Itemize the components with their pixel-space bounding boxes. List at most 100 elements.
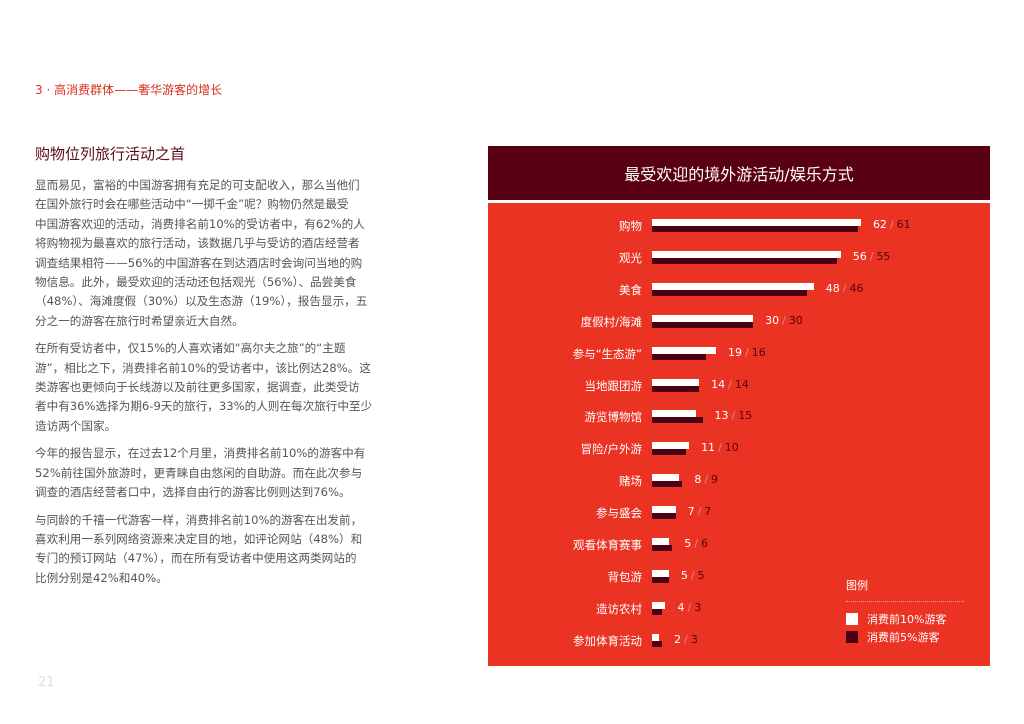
value-series-2: 16 — [751, 345, 766, 359]
value-series-2: 55 — [876, 249, 891, 263]
value-separator: / — [889, 218, 894, 231]
bar-series-1 — [652, 282, 814, 290]
value-series-2: 30 — [788, 313, 803, 327]
category-label: 游览博物馆 — [584, 410, 643, 425]
legend-label: 消费前10%游客 — [867, 613, 947, 626]
category-label: 造访农村 — [596, 601, 642, 616]
bar-series-1 — [652, 314, 754, 322]
value-series-1: 19 — [728, 345, 743, 359]
value-label: 30/30 — [765, 314, 803, 327]
bar-series-2 — [652, 513, 676, 520]
value-series-2: 5 — [697, 568, 705, 582]
value-series-2: 15 — [738, 409, 753, 423]
value-separator: / — [690, 568, 695, 582]
bar-series-2 — [652, 640, 663, 647]
value-series-2: 46 — [849, 281, 864, 295]
bar-row: 背包游 5/5 — [488, 567, 990, 587]
legend-title: 图例 — [846, 579, 868, 592]
value-series-1: 5 — [684, 537, 692, 550]
value-series-1: 5 — [680, 568, 688, 582]
bar-row: 美食 48/46 — [488, 280, 990, 300]
value-separator: / — [782, 313, 786, 327]
value-label: 7/7 — [688, 505, 712, 518]
bar-series-2 — [652, 226, 858, 232]
text-line: 在国外旅行时会在哪些活动中“一掷千金”呢？购物仍然是最受 — [35, 197, 349, 212]
category-label: 观光 — [619, 250, 642, 265]
value-series-1: 48 — [825, 281, 840, 295]
text-line: 游”，相比之下，消费排名前10%的受访者中，该比例达28%。这 — [35, 360, 371, 375]
bar-row: 造访农村 4/3 — [488, 599, 990, 619]
text-line: 显而易见，富裕的中国游客拥有充足的可支配收入，那么当他们 — [35, 178, 360, 192]
bar-series-1 — [652, 538, 669, 545]
bar-series-1 — [652, 378, 700, 386]
section-title: 3 · 高消费群体——奢华游客的增长 — [35, 83, 223, 97]
value-separator: / — [731, 409, 736, 423]
bar-row: 参加体育活动 2/3 — [488, 631, 990, 651]
bar-series-2 — [652, 449, 686, 456]
value-series-1: 13 — [714, 409, 729, 423]
value-series-1: 11 — [701, 441, 716, 455]
value-separator: / — [869, 249, 874, 263]
text-line: 在所有受访者中，仅15%的人喜欢诸如“高尔夫之旅”的“主题 — [35, 341, 346, 356]
bar-chart: 图例 消费前10%游客 消费前5%游客 购物 62/61 观光 56/55 美食 4… — [488, 203, 990, 666]
value-separator: / — [745, 345, 749, 359]
value-separator: / — [842, 281, 847, 295]
value-label: 13/15 — [715, 409, 753, 422]
bar-series-1 — [652, 506, 676, 514]
bar-row: 度假村/海滩 30/30 — [488, 312, 990, 332]
value-label: 19/16 — [728, 346, 766, 359]
value-label: 56/55 — [853, 250, 891, 263]
value-series-1: 30 — [765, 313, 780, 327]
paragraph: 今年的报告显示，在过去12个月里，消费排名前10%的游客中有 52%前往国外旅游时… — [35, 444, 435, 502]
text-line: 比例分别是42%和40%。 — [35, 570, 168, 585]
bar-row: 参与“生态游” 19/16 — [488, 344, 990, 364]
value-series-1: 7 — [687, 505, 695, 519]
category-label: 参加体育活动 — [573, 633, 642, 648]
legend-divider — [846, 601, 964, 602]
value-label: 11/10 — [701, 441, 739, 454]
value-series-2: 7 — [704, 505, 712, 519]
text-line: 调查结果相符——56%的中国游客在到达酒店时会询问当地的购 — [35, 255, 363, 270]
value-series-2: 14 — [734, 377, 749, 391]
value-label: 62/61 — [873, 218, 911, 231]
bar-series-2 — [652, 321, 754, 328]
text-line: 与同龄的千禧一代游客一样，消费排名前10%的游客在出发前， — [35, 512, 363, 527]
paragraph: 显而易见，富裕的中国游客拥有充足的可支配收入，那么当他们 在国外旅行时会在哪些活动… — [35, 176, 435, 331]
bar-row: 冒险/户外游 11/10 — [488, 439, 990, 459]
bar-series-2 — [652, 257, 838, 264]
value-series-2: 3 — [694, 600, 702, 614]
bar-row: 观光 56/55 — [488, 248, 990, 268]
category-label: 背包游 — [607, 569, 643, 584]
legend-item: 消费前5%游客 — [846, 628, 964, 646]
value-series-2: 9 — [711, 473, 719, 487]
value-label: 14/14 — [711, 378, 749, 391]
text-line: 者中有36%选择为期6-9天的旅行，33%的人则在每次旅行中至少 — [35, 399, 373, 414]
bar-series-2 — [652, 417, 703, 424]
category-label: 当地跟团游 — [584, 378, 643, 393]
value-separator: / — [694, 537, 698, 550]
value-separator: / — [704, 473, 709, 487]
chart-title: 最受欢迎的境外游活动/娱乐方式 — [488, 146, 990, 200]
value-label: 48/46 — [826, 282, 864, 295]
text-line: 将购物视为最喜欢的旅行活动，该数据几乎与受访的酒店经营者 — [35, 236, 360, 251]
value-series-2: 10 — [724, 441, 739, 455]
article-heading: 购物位列旅行活动之首 — [35, 145, 186, 163]
text-line: 喜欢利用一系列网络资源来决定目的地，如评论网站（48%）和 — [35, 531, 363, 546]
legend: 图例 消费前10%游客 消费前5%游客 — [846, 577, 964, 646]
bar-series-2 — [652, 385, 700, 392]
text-line: （48%）、海滩度假（30%）以及生态游（19%），报告显示，五 — [35, 294, 368, 309]
text-line: 中国游客欢迎的活动，消费排名前10%的受访者中，有62%的人 — [35, 216, 365, 231]
bar-series-1 — [652, 442, 690, 450]
bar-series-1 — [652, 346, 717, 354]
category-label: 美食 — [619, 282, 642, 297]
category-label: 冒险/户外游 — [580, 442, 642, 457]
bar-series-1 — [652, 569, 669, 577]
bar-series-1 — [652, 633, 659, 641]
category-label: 参与“生态游” — [572, 346, 642, 361]
value-separator: / — [697, 505, 702, 519]
value-separator: / — [687, 600, 692, 614]
category-label: 观看体育赛事 — [573, 538, 642, 552]
text-line: 今年的报告显示，在过去12个月里，消费排名前10%的游客中有 — [35, 446, 366, 461]
bar-series-2 — [652, 545, 673, 551]
value-series-2: 3 — [690, 632, 698, 646]
